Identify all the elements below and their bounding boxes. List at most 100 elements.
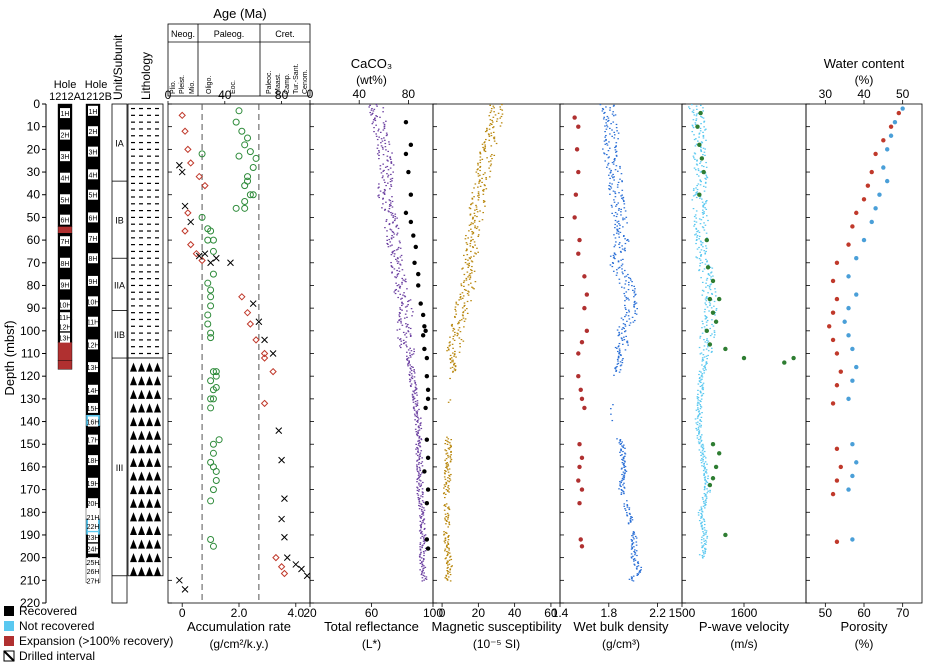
- data-point: [700, 395, 703, 397]
- lithology-chert: [138, 485, 145, 495]
- data-point: [446, 512, 449, 515]
- data-point: [459, 296, 462, 298]
- data-point-dot: [576, 124, 581, 129]
- data-point: [424, 547, 427, 549]
- data-point: [702, 349, 705, 351]
- data-point-dot: [578, 537, 583, 542]
- data-point: [407, 363, 409, 365]
- data-point: [698, 377, 701, 380]
- data-point: [605, 106, 607, 108]
- data-point-circle: [207, 302, 215, 310]
- data-point: [417, 418, 420, 420]
- data-point: [408, 373, 411, 376]
- data-point: [479, 180, 481, 182]
- data-point: [608, 141, 610, 143]
- data-point: [394, 276, 396, 278]
- data-point: [382, 197, 384, 199]
- data-point: [622, 484, 624, 486]
- data-point-circle: [207, 293, 215, 301]
- data-point: [382, 148, 384, 150]
- data-point-dot: [834, 539, 840, 544]
- data-point: [418, 437, 420, 439]
- data-point: [381, 207, 383, 209]
- data-point-circle: [207, 497, 215, 505]
- data-point: [375, 115, 377, 117]
- data-point: [706, 316, 708, 318]
- data-point: [619, 439, 621, 442]
- lithology-chert: [154, 417, 161, 427]
- data-point: [376, 115, 378, 118]
- data-point: [448, 535, 450, 537]
- data-point: [623, 473, 626, 475]
- data-point: [615, 369, 618, 372]
- data-point: [444, 517, 446, 519]
- data-point: [470, 300, 472, 302]
- data-point-dot: [579, 396, 585, 402]
- data-point: [393, 219, 396, 222]
- data-point: [705, 245, 707, 247]
- data-point: [422, 501, 425, 503]
- data-point: [695, 221, 698, 223]
- data-point: [467, 276, 469, 278]
- data-point: [400, 322, 402, 324]
- age-tick-label: 80: [275, 88, 289, 102]
- data-point: [477, 192, 480, 195]
- data-point: [391, 251, 394, 253]
- data-point-dot: [406, 169, 411, 175]
- data-point: [388, 211, 390, 213]
- data-point: [607, 150, 610, 152]
- core-label-bg: [88, 434, 98, 445]
- data-point-dot: [827, 324, 832, 329]
- data-point: [414, 400, 417, 403]
- data-point: [713, 300, 716, 303]
- data-point: [399, 287, 401, 289]
- data-point: [701, 364, 703, 366]
- data-point: [633, 533, 636, 535]
- data-point: [700, 508, 703, 510]
- data-point: [608, 188, 610, 190]
- data-point: [623, 331, 626, 333]
- data-point: [423, 579, 425, 581]
- data-point: [469, 275, 472, 277]
- lithology-chert: [154, 485, 161, 495]
- data-point: [398, 319, 401, 321]
- x-tick-label: 1.8: [600, 606, 617, 620]
- data-point: [454, 365, 457, 367]
- data-point: [419, 485, 422, 488]
- data-point: [474, 209, 476, 211]
- data-point: [691, 199, 694, 201]
- data-point: [704, 529, 706, 531]
- data-point: [453, 315, 456, 318]
- data-point: [700, 254, 703, 256]
- data-point: [693, 157, 695, 159]
- data-point-dot: [425, 455, 431, 461]
- data-point: [422, 512, 425, 514]
- data-point: [446, 466, 448, 468]
- data-point-x: [298, 565, 305, 573]
- data-point: [422, 544, 424, 546]
- data-point-dot: [846, 242, 851, 247]
- data-point: [704, 478, 707, 480]
- data-point-circle: [241, 141, 249, 149]
- data-point: [493, 154, 496, 157]
- data-point: [446, 350, 448, 352]
- data-point: [420, 485, 422, 487]
- data-point: [449, 336, 451, 338]
- data-point: [697, 441, 700, 443]
- data-point: [450, 357, 453, 359]
- data-point-circle: [212, 477, 220, 485]
- data-point-dot: [582, 274, 587, 279]
- data-point: [387, 246, 390, 248]
- data-point-dot: [408, 219, 414, 225]
- data-point: [624, 315, 626, 318]
- data-point: [443, 540, 446, 542]
- data-point: [407, 349, 410, 351]
- data-point: [630, 577, 633, 580]
- data-point: [449, 341, 451, 343]
- data-point: [615, 370, 617, 372]
- data-point: [390, 162, 393, 164]
- data-point: [695, 138, 697, 140]
- data-point: [421, 506, 424, 508]
- data-point: [497, 112, 500, 114]
